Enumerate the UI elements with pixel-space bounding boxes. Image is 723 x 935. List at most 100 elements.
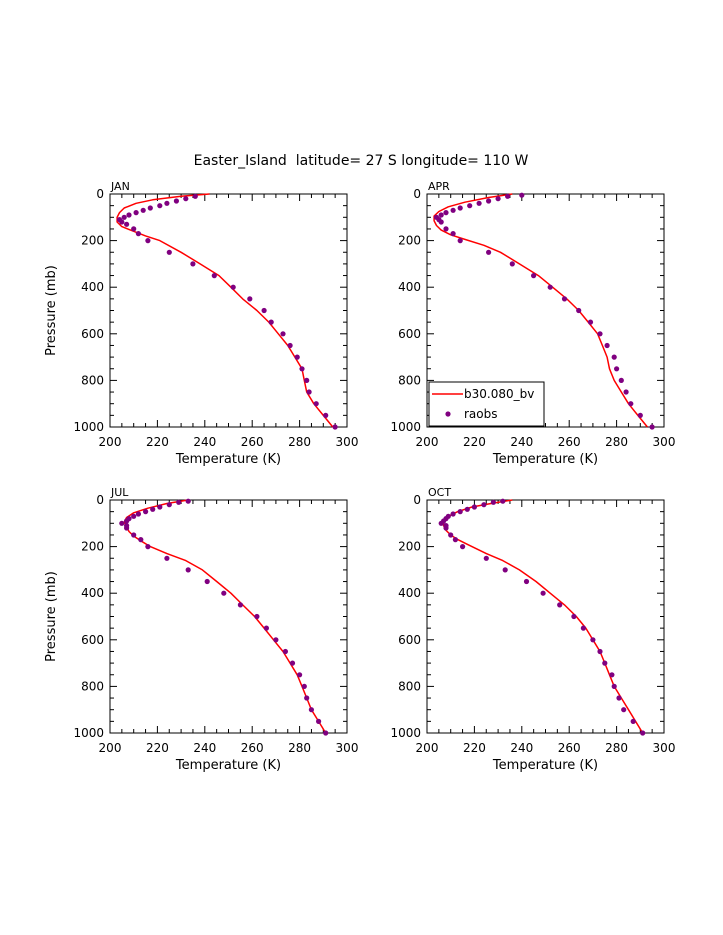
- raob-point: [263, 625, 269, 631]
- y-tick-label: 800: [398, 373, 421, 387]
- raob-point: [138, 537, 144, 543]
- panel-jan: JAN 200 220 240 260 280 300 0 200 400 600 800 1000 Te…: [44, 180, 358, 467]
- legend-label: b30.080_bv: [464, 387, 534, 401]
- raob-point: [308, 707, 314, 713]
- y-tick-label: 800: [81, 679, 104, 693]
- raob-point: [143, 509, 149, 515]
- raob-point: [438, 219, 444, 225]
- raob-point: [124, 221, 130, 227]
- legend-marker-swatch: [445, 411, 451, 417]
- raob-point: [131, 532, 137, 538]
- raob-point: [173, 198, 179, 204]
- x-tick-label: 280: [288, 741, 311, 755]
- x-tick-label: 240: [510, 741, 533, 755]
- raob-point: [294, 354, 300, 360]
- raob-point: [221, 590, 227, 596]
- y-tick-label: 600: [398, 327, 421, 341]
- y-tick-label: 800: [398, 679, 421, 693]
- series-line-model: [433, 193, 648, 428]
- raob-point: [166, 249, 172, 255]
- raob-point: [509, 261, 515, 267]
- raob-point: [124, 525, 130, 531]
- raob-point: [438, 212, 444, 218]
- raob-point: [576, 307, 582, 314]
- raob-point: [124, 518, 130, 524]
- raob-point: [467, 203, 473, 209]
- raob-point: [450, 231, 456, 237]
- y-tick-label: 1000: [73, 420, 104, 434]
- raob-point: [211, 273, 217, 279]
- raob-point: [164, 555, 170, 561]
- raob-point: [486, 249, 492, 255]
- raob-point: [460, 544, 466, 550]
- panel-label: JAN: [110, 180, 130, 193]
- raob-point: [254, 613, 260, 620]
- raob-point: [628, 401, 634, 407]
- raob-point: [145, 544, 151, 550]
- raob-point: [457, 205, 463, 211]
- y-axis-title: Pressure (mb): [44, 571, 59, 662]
- y-tick-label: 0: [96, 493, 104, 507]
- raob-point: [289, 660, 296, 666]
- x-tick-label: 220: [463, 741, 486, 755]
- x-axis-title: Temperature (K): [492, 758, 598, 773]
- panel-apr: APR 200 220 240 260 280 300 0 200 400 600 800 1000 Te…: [390, 180, 675, 467]
- panel-label: JUL: [110, 486, 129, 499]
- raob-point: [135, 231, 141, 237]
- y-axis-title: Pressure (mb): [44, 265, 59, 356]
- raob-point: [587, 319, 594, 325]
- raob-point: [323, 730, 329, 736]
- y-tick-label: 200: [398, 540, 421, 554]
- raob-point: [547, 284, 553, 290]
- series-line-model: [116, 193, 334, 428]
- raob-point: [157, 203, 163, 209]
- raob-point: [287, 342, 293, 349]
- raob-point: [597, 331, 603, 337]
- x-tick-label: 260: [241, 741, 264, 755]
- raob-point: [304, 695, 310, 701]
- raob-point: [531, 273, 537, 279]
- x-tick-label: 260: [558, 435, 581, 449]
- panel-label: OCT: [428, 486, 451, 499]
- raob-point: [448, 532, 454, 538]
- raob-point: [457, 509, 463, 515]
- y-tick-label: 400: [81, 586, 104, 600]
- raob-point: [313, 401, 319, 407]
- y-tick-label: 1000: [390, 726, 421, 740]
- panel-label: APR: [428, 180, 450, 193]
- raob-point: [614, 366, 620, 372]
- x-tick-label: 260: [241, 435, 264, 449]
- x-tick-label: 220: [146, 741, 169, 755]
- raob-point: [561, 296, 568, 302]
- raob-point: [443, 210, 449, 216]
- raob-point: [471, 504, 477, 510]
- y-tick-label: 200: [81, 234, 104, 248]
- raob-point: [247, 296, 253, 302]
- x-tick-label: 300: [336, 435, 359, 449]
- y-tick-label: 600: [398, 633, 421, 647]
- x-tick-label: 200: [416, 435, 439, 449]
- raob-point: [185, 498, 191, 504]
- y-tick-label: 1000: [390, 420, 421, 434]
- x-tick-label: 280: [288, 435, 311, 449]
- raob-point: [164, 200, 170, 206]
- figure-title: Easter_Island latitude= 27 S longitude= …: [194, 153, 529, 169]
- raob-point: [609, 672, 615, 678]
- x-tick-label: 300: [653, 435, 676, 449]
- series-line-model: [123, 499, 327, 734]
- x-tick-label: 240: [193, 741, 216, 755]
- plot-frame: [426, 499, 665, 734]
- raob-point: [452, 537, 458, 543]
- raob-point: [621, 707, 627, 713]
- raob-point: [297, 672, 303, 678]
- raob-point: [500, 498, 506, 504]
- x-axis-title: Temperature (K): [175, 452, 281, 467]
- raob-point: [580, 625, 587, 631]
- raob-point: [571, 613, 577, 620]
- x-tick-label: 200: [99, 435, 122, 449]
- raob-point: [602, 660, 608, 666]
- raob-point: [135, 511, 141, 517]
- raob-point: [192, 193, 198, 199]
- x-tick-label: 280: [605, 435, 628, 449]
